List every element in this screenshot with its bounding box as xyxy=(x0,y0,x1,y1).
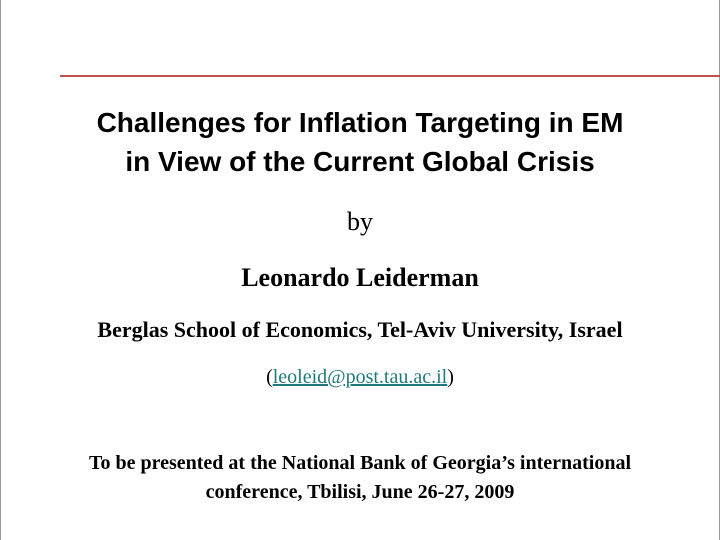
email-line: (leoleid@post.tau.ac.il) xyxy=(0,366,720,389)
footer-line: To be presented at the National Bank of … xyxy=(88,452,632,474)
title-line: in View of the Current Global Crisis xyxy=(125,146,595,177)
by: by xyxy=(347,207,373,236)
red-rule xyxy=(60,75,720,77)
affiliation: Berglas School of Economics, Tel-Aviv Un… xyxy=(97,317,623,342)
left-border xyxy=(0,0,1,540)
author: Leonardo Leiderman xyxy=(241,263,479,292)
title-line: Challenges for Inflation Targeting in EM xyxy=(96,107,624,138)
paren: ( xyxy=(266,366,273,388)
paren: ) xyxy=(447,366,454,388)
email-link[interactable]: leoleid@post.tau.ac.il xyxy=(272,366,448,388)
footer-line: conference, Tbilisi, June 26-27, 2009 xyxy=(205,481,515,503)
